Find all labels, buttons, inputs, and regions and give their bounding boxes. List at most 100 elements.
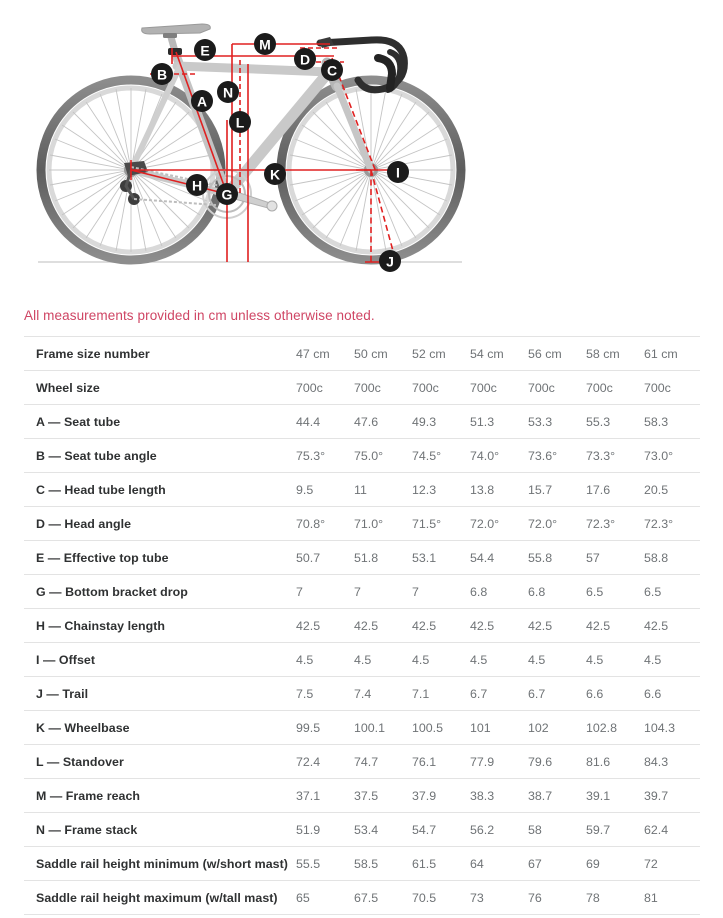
cell-56-cm: 53.3 (526, 404, 584, 439)
cell-56-cm: 79.6 (526, 744, 584, 779)
badge-letter: K (270, 167, 280, 183)
badge-letter: C (327, 63, 337, 79)
cell-56-cm: 102 (526, 710, 584, 745)
cell-61-cm: 700c (642, 370, 700, 405)
diagram-label-head-angle: D (294, 48, 316, 70)
cell-47-cm: 7.5 (294, 676, 352, 711)
cell-61-cm: 72.3° (642, 506, 700, 541)
badge-letter: A (197, 94, 207, 110)
cell-50-cm: 71.0° (352, 506, 410, 541)
diagram-label-bottom-bracket-drop: G (216, 183, 238, 205)
badge-letter: J (386, 254, 394, 270)
cell-50-cm: 7 (352, 574, 410, 609)
badge-letter: D (300, 52, 310, 68)
table-row: Frame size number 47 cm 50 cm 52 cm 54 cm 56 … (24, 336, 700, 371)
row-label: K — Wheelbase (24, 710, 294, 745)
cell-52-cm: 700c (410, 370, 468, 405)
cell-58-cm: 6.5 (584, 574, 642, 609)
cell-61-cm: 42.5 (642, 608, 700, 643)
cell-54-cm: 6.7 (468, 676, 526, 711)
row-label: G — Bottom bracket drop (24, 574, 294, 609)
cell-47-cm: 55.5 (294, 846, 352, 881)
cell-47-cm: 65 (294, 880, 352, 915)
cell-50-cm: 75.0° (352, 438, 410, 473)
badge-circle (379, 250, 401, 272)
cell-54-cm: 54 cm (468, 336, 526, 371)
stem (318, 37, 334, 48)
cell-50-cm: 37.5 (352, 778, 410, 813)
cell-47-cm: 7 (294, 574, 352, 609)
badge-circle (321, 59, 343, 81)
bike-geometry-diagram: A B C D E G H I J K L M N (0, 0, 723, 290)
cell-56-cm: 700c (526, 370, 584, 405)
row-label: M — Frame reach (24, 778, 294, 813)
cell-58-cm: 73.3° (584, 438, 642, 473)
measurement-units-note: All measurements provided in cm unless o… (24, 308, 375, 323)
cell-58-cm: 6.6 (584, 676, 642, 711)
cell-50-cm: 74.7 (352, 744, 410, 779)
cell-56-cm: 38.7 (526, 778, 584, 813)
cell-58-cm: 17.6 (584, 472, 642, 507)
saddle (141, 23, 211, 55)
cell-52-cm: 4.5 (410, 642, 468, 677)
badge-letter: I (396, 165, 400, 181)
cell-54-cm: 101 (468, 710, 526, 745)
cell-54-cm: 72.0° (468, 506, 526, 541)
cell-61-cm: 20.5 (642, 472, 700, 507)
cell-47-cm: 50.7 (294, 540, 352, 575)
cell-61-cm: 104.3 (642, 710, 700, 745)
table-row: Saddle rail height minimum (w/short mast… (24, 846, 700, 881)
cell-54-cm: 54.4 (468, 540, 526, 575)
row-label: Saddle rail height maximum (w/tall mast) (24, 880, 294, 915)
badge-letter: B (157, 67, 167, 83)
cell-56-cm: 15.7 (526, 472, 584, 507)
cell-61-cm: 61 cm (642, 336, 700, 371)
cell-47-cm: 47 cm (294, 336, 352, 371)
cell-61-cm: 73.0° (642, 438, 700, 473)
cell-61-cm: 72 (642, 846, 700, 881)
cell-50-cm: 53.4 (352, 812, 410, 847)
cell-52-cm: 12.3 (410, 472, 468, 507)
cell-50-cm: 67.5 (352, 880, 410, 915)
badge-circle (264, 163, 286, 185)
cell-56-cm: 72.0° (526, 506, 584, 541)
row-label: E — Effective top tube (24, 540, 294, 575)
cell-56-cm: 6.7 (526, 676, 584, 711)
diagram-label-frame-reach: M (254, 33, 276, 55)
row-label: D — Head angle (24, 506, 294, 541)
cell-50-cm: 58.5 (352, 846, 410, 881)
cell-58-cm: 42.5 (584, 608, 642, 643)
cell-56-cm: 73.6° (526, 438, 584, 473)
cell-54-cm: 74.0° (468, 438, 526, 473)
geometry-table: Frame size number 47 cm 50 cm 52 cm 54 cm 56 … (24, 336, 700, 915)
cell-52-cm: 74.5° (410, 438, 468, 473)
cell-47-cm: 99.5 (294, 710, 352, 745)
cell-54-cm: 42.5 (468, 608, 526, 643)
badge-circle (186, 174, 208, 196)
cell-56-cm: 67 (526, 846, 584, 881)
badge-letter: E (200, 43, 209, 59)
cell-47-cm: 9.5 (294, 472, 352, 507)
table-row: G — Bottom bracket drop 7 7 7 6.8 6.8 6.5 6.5 (24, 574, 700, 609)
cell-61-cm: 6.6 (642, 676, 700, 711)
cell-52-cm: 49.3 (410, 404, 468, 439)
cell-58-cm: 57 (584, 540, 642, 575)
badge-letter: H (192, 178, 202, 194)
badge-letter: M (259, 37, 271, 53)
cell-52-cm: 70.5 (410, 880, 468, 915)
cell-50-cm: 11 (352, 472, 410, 507)
table-row: N — Frame stack 51.9 53.4 54.7 56.2 58 59.7 62.… (24, 812, 700, 847)
diagram-label-trail: J (379, 250, 401, 272)
badge-circle (254, 33, 276, 55)
cell-61-cm: 58.3 (642, 404, 700, 439)
cell-52-cm: 7 (410, 574, 468, 609)
cell-58-cm: 55.3 (584, 404, 642, 439)
cell-54-cm: 4.5 (468, 642, 526, 677)
cell-47-cm: 44.4 (294, 404, 352, 439)
cell-50-cm: 42.5 (352, 608, 410, 643)
cell-47-cm: 72.4 (294, 744, 352, 779)
diagram-letter-badges: A B C D E G H I J K L M N (151, 33, 409, 272)
diagram-label-wheelbase: K (264, 163, 286, 185)
cell-56-cm: 76 (526, 880, 584, 915)
